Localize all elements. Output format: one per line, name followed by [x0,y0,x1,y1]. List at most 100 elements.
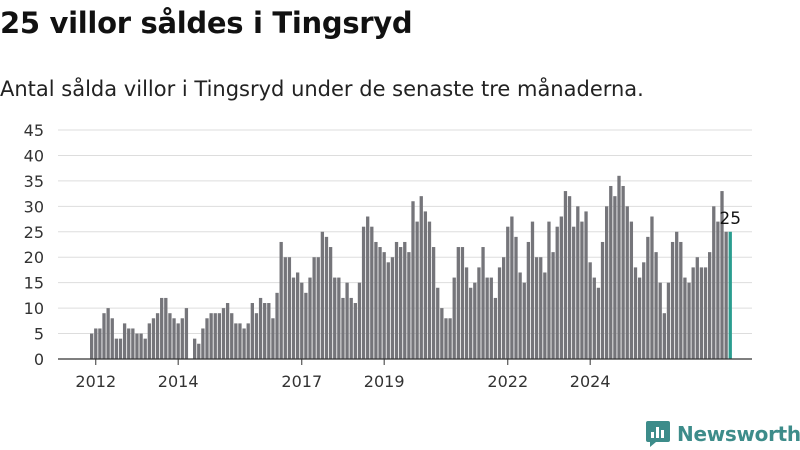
y-tick-label: 30 [24,197,44,216]
bar [637,277,642,359]
bar [469,287,473,359]
brand-name: Newsworthy [677,422,800,446]
bar [473,282,477,359]
bar [94,328,98,359]
bar [118,338,123,359]
newsworthy-logo-icon [646,421,670,447]
bar [497,267,502,359]
bar [164,297,168,359]
y-axis-ticks: 0 5 10 15 20 25 30 35 40 45 [24,121,44,369]
bar [180,318,184,359]
bar [440,308,444,359]
bar [139,333,143,359]
bar [98,328,102,359]
x-axis: 2012 2014 2017 2019 2022 2024 [58,358,752,391]
bar [300,282,304,359]
bar [431,247,436,359]
bar [267,303,271,359]
bar [110,318,114,359]
bar [502,257,506,359]
bar [353,303,357,359]
bar [411,201,415,359]
bar [122,323,127,359]
bar [386,262,390,359]
bar [666,282,671,359]
bar [328,247,333,359]
bar [399,247,403,359]
bar [691,267,695,359]
bar [427,221,432,359]
y-tick-label: 10 [24,299,44,318]
bar [366,216,370,359]
y-tick-label: 20 [24,248,44,267]
bar [90,333,94,359]
bar [415,221,419,359]
bar [588,262,592,359]
bar [477,267,481,359]
bar [543,272,547,359]
bar [271,318,275,359]
x-tick-label: 2014 [158,372,199,391]
bar [419,196,423,359]
bar [646,236,650,359]
bar [382,252,386,359]
bar [436,287,440,359]
bar [539,257,543,359]
bar [703,267,708,359]
bar [221,308,226,359]
bar [670,241,675,359]
bar [605,206,609,359]
bar [423,211,428,359]
bar [592,277,596,359]
bar [209,313,213,359]
bar [242,328,246,359]
highlight-value-label: 25 [719,209,741,229]
bar [168,313,172,359]
bar [147,323,151,359]
bar [316,257,320,359]
bar [205,318,209,359]
y-tick-label: 40 [24,146,44,165]
data-labels: 25 [719,209,741,229]
bar [135,333,139,359]
bar [712,206,716,359]
bar [576,206,580,359]
bar [724,231,728,359]
bar [291,277,296,359]
bar [633,267,638,359]
bar [234,323,238,359]
bar [658,282,662,359]
bar [444,318,448,359]
bar [448,318,452,359]
bar [580,221,584,359]
bar [374,241,378,359]
bar [493,297,498,359]
bar [114,338,119,359]
chart-subtitle: Antal sålda villor i Tingsryd under de s… [0,77,644,101]
bar [617,175,621,359]
bar [275,292,279,359]
bar [464,267,469,359]
bar [361,226,366,359]
bar [279,241,283,359]
bar [127,328,131,359]
bar [394,241,399,359]
bar [258,297,263,359]
y-tick-label: 45 [24,121,44,140]
y-tick-label: 35 [24,172,44,191]
bar [695,257,699,359]
bar [193,338,197,359]
bar [238,323,242,359]
bar [708,252,712,359]
y-tick-label: 25 [24,223,44,242]
bar [485,277,489,359]
bar [489,277,493,359]
x-tick-label: 2017 [281,372,322,391]
bar [609,185,613,359]
bars [90,175,732,359]
bar [625,206,629,359]
bar [559,216,563,359]
bar [217,313,222,359]
bar [197,343,201,359]
